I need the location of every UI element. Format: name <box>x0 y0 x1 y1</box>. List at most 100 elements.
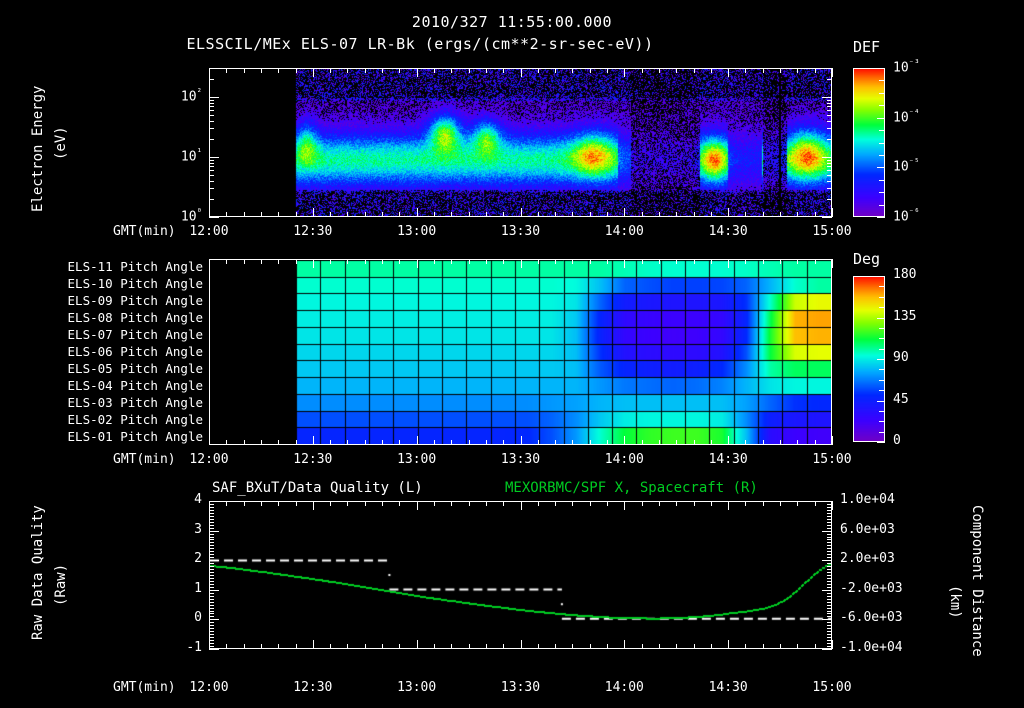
axis-tick-minor <box>827 106 832 107</box>
axis-tick <box>209 590 219 591</box>
axis-tick <box>815 644 816 649</box>
axis-tick <box>469 440 470 445</box>
axis-tick <box>503 644 504 649</box>
panel1-ylabel-text: Electron Energy <box>30 86 46 212</box>
axis-tick-minor <box>827 103 832 104</box>
axis-tick <box>209 649 219 650</box>
axis-tick-minor <box>827 163 832 164</box>
axis-tick <box>330 644 331 649</box>
axis-tick <box>711 644 712 649</box>
axis-tick <box>503 259 504 264</box>
axis-tick-minor <box>827 121 832 122</box>
axis-tick-minor <box>209 563 214 564</box>
pitch-angle-row-label: ELS-07 Pitch Angle <box>68 327 203 342</box>
axis-tick <box>365 644 366 649</box>
colorbar-tick-minor <box>879 421 885 422</box>
colorbar-tick-minor <box>879 143 885 144</box>
axis-tick <box>572 501 573 506</box>
y-tick-label-left: -1 <box>150 640 202 655</box>
colorbar-tick <box>877 217 885 218</box>
axis-tick <box>417 640 418 649</box>
axis-tick <box>763 501 764 506</box>
pitch-angle-row-label: ELS-02 Pitch Angle <box>68 412 203 427</box>
axis-tick <box>347 501 348 506</box>
colorbar-tick-minor <box>879 180 885 181</box>
axis-tick <box>347 68 348 73</box>
axis-tick <box>555 212 556 217</box>
dataset-subtitle: ELSSCIL/MEx ELS-07 LR-Bk (ergs/(cm**2-sr… <box>0 35 840 53</box>
panel3-ylabel-left-text: Raw Data Quality <box>30 505 46 640</box>
colorbar-tick-minor <box>879 380 885 381</box>
axis-tick-minor <box>827 599 832 600</box>
axis-tick <box>417 436 418 445</box>
axis-tick <box>399 259 400 264</box>
axis-tick <box>815 212 816 217</box>
axis-tick-minor <box>827 100 832 101</box>
axis-tick-minor <box>827 605 832 606</box>
colorbar-tick-label: 0 <box>893 433 901 448</box>
x-tick-label: 14:30 <box>696 224 760 239</box>
axis-tick <box>624 640 625 649</box>
axis-tick-minor <box>209 199 214 200</box>
axis-tick-minor <box>209 628 214 629</box>
pitch-angle-panel <box>209 259 832 445</box>
axis-tick-minor <box>827 563 832 564</box>
panel3-ylabel-right-text: Component Distance <box>969 505 985 657</box>
axis-tick-minor <box>209 516 214 517</box>
axis-tick-minor <box>209 608 214 609</box>
axis-tick-minor <box>209 578 214 579</box>
axis-tick-minor <box>209 79 214 80</box>
axis-tick-minor <box>827 110 832 111</box>
colorbar-tick <box>877 276 885 277</box>
axis-tick <box>486 644 487 649</box>
x-tick-label: 14:30 <box>696 680 760 695</box>
colorbar-tick-label: 135 <box>893 309 916 324</box>
axis-tick-minor <box>827 554 832 555</box>
axis-tick <box>607 644 608 649</box>
axis-tick <box>209 68 210 77</box>
axis-tick-minor <box>827 566 832 567</box>
axis-tick-minor <box>209 504 214 505</box>
axis-tick <box>278 68 279 73</box>
axis-tick-minor <box>827 602 832 603</box>
x-tick-label: 13:00 <box>385 452 449 467</box>
axis-tick <box>382 644 383 649</box>
axis-tick-minor <box>209 640 214 641</box>
axis-tick <box>451 212 452 217</box>
axis-tick <box>728 640 729 649</box>
axis-tick-minor <box>827 581 832 582</box>
colorbar-tick-label: 10⁻⁵ <box>893 158 920 174</box>
axis-tick-minor <box>827 525 832 526</box>
axis-tick <box>261 440 262 445</box>
x-tick-label: 14:00 <box>592 452 656 467</box>
axis-tick <box>676 644 677 649</box>
axis-tick-minor <box>827 575 832 576</box>
axis-tick-minor <box>209 534 214 535</box>
axis-tick <box>728 208 729 217</box>
axis-tick <box>572 68 573 73</box>
axis-tick <box>347 259 348 264</box>
axis-tick-minor <box>827 510 832 511</box>
pitch-angle-row-label: ELS-01 Pitch Angle <box>68 429 203 444</box>
axis-tick <box>659 644 660 649</box>
axis-tick <box>313 259 314 268</box>
axis-tick-minor <box>209 551 214 552</box>
axis-tick-minor <box>827 115 832 116</box>
axis-tick <box>417 208 418 217</box>
axis-tick <box>797 440 798 445</box>
axis-tick <box>676 212 677 217</box>
axis-tick-minor <box>209 631 214 632</box>
axis-tick <box>694 501 695 506</box>
axis-tick <box>209 531 219 532</box>
axis-tick <box>676 68 677 73</box>
x-tick-label: 15:00 <box>800 680 864 695</box>
pitch-angle-row-label: ELS-05 Pitch Angle <box>68 361 203 376</box>
panel1-yunits-text: (eV) <box>53 126 69 160</box>
colorbar-tick-minor <box>879 155 885 156</box>
axis-tick <box>694 644 695 649</box>
axis-tick-minor <box>209 115 214 116</box>
x-tick-label: 12:00 <box>177 680 241 695</box>
axis-tick <box>642 644 643 649</box>
axis-tick <box>278 440 279 445</box>
axis-tick <box>209 217 219 218</box>
